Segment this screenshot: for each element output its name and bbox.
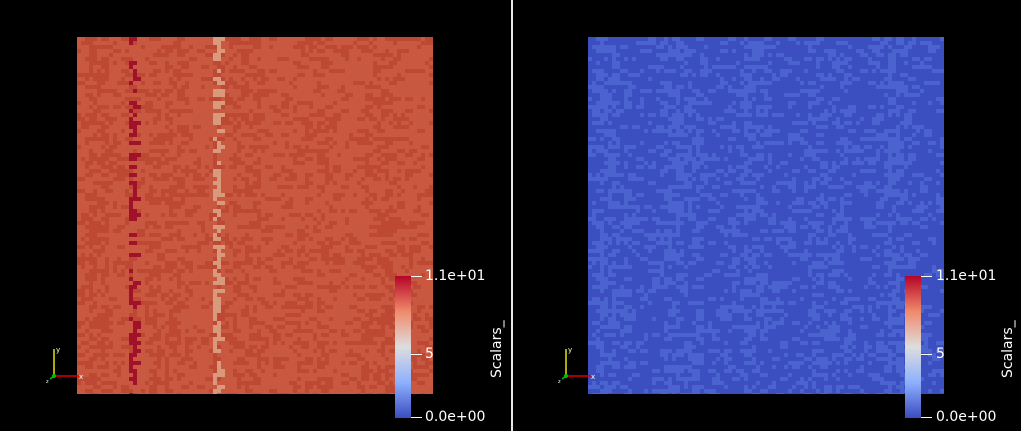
axis-x-label: x (591, 373, 595, 381)
scalar-bar-mid-tick (411, 354, 422, 355)
axis-y-label: y (56, 346, 60, 354)
scalar-bar-min-label: 0.0e+00 (425, 409, 486, 425)
scalar-bar-min-label: 0.0e+00 (936, 409, 997, 425)
scalar-bar-min-tick (921, 417, 932, 418)
scalar-bar-title: Scalars_ (489, 320, 505, 378)
axis-z-label: z (558, 379, 561, 384)
scalar-bar-mid-label: 5 (425, 346, 434, 362)
scalar-bar-max-label: 1.1e+01 (936, 268, 997, 284)
orientation-axes-icon: y x z (558, 346, 595, 385)
scalar-bar-mid-tick (921, 354, 932, 355)
scalar-bar-title: Scalars_ (1000, 320, 1016, 378)
scalar-bar-max-label: 1.1e+01 (425, 268, 486, 284)
render-view-right[interactable]: 1.1e+01 5 0.0e+00 Scalars_ y x z (513, 0, 1021, 431)
orientation-axes: y x z (558, 344, 602, 385)
scalar-bar (395, 276, 411, 418)
render-view-left[interactable]: 1.1e+01 5 0.0e+00 Scalars_ y x z (0, 0, 511, 431)
scalar-bar-mid-label: 5 (936, 346, 945, 362)
scalar-field-image (77, 37, 433, 394)
scalar-field-image (588, 37, 944, 394)
scalar-field-plot[interactable] (588, 37, 944, 394)
axis-z-label: z (46, 379, 49, 384)
scalar-bar-max-tick (411, 276, 422, 277)
scalar-bar-gradient (905, 276, 921, 418)
axis-x-label: x (79, 373, 83, 381)
orientation-axes: y x z (46, 344, 90, 385)
orientation-axes-icon: y x z (46, 346, 83, 385)
scalar-field-plot[interactable] (77, 37, 433, 394)
axis-y-label: y (568, 346, 572, 354)
view-divider[interactable] (511, 0, 513, 431)
scalar-bar (905, 276, 921, 418)
scalar-bar-min-tick (411, 417, 422, 418)
scalar-bar-gradient (395, 276, 411, 418)
scalar-bar-max-tick (921, 276, 932, 277)
